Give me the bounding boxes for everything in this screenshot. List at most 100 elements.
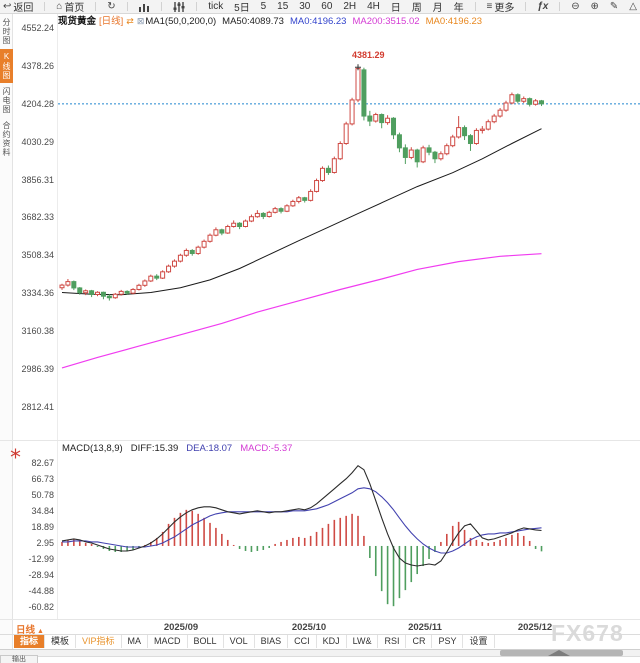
indicator-tab-CR[interactable]: CR xyxy=(406,635,433,648)
ma-value: MA50:4089.73 xyxy=(222,16,284,27)
toolbar-refresh-button[interactable]: ↻ xyxy=(107,0,115,13)
caret-up-icon: ▲ xyxy=(37,628,44,635)
overlay-settings-icon[interactable]: ⊠ xyxy=(136,16,145,26)
toolbar-separator xyxy=(196,2,198,11)
toolbar-separator xyxy=(474,2,476,11)
indicator-tab-CCI[interactable]: CCI xyxy=(288,635,317,648)
toolbar-label: 30 xyxy=(299,1,311,12)
toolbar-period-5-button[interactable]: 5 xyxy=(261,0,267,13)
toolbar-label: 15 xyxy=(277,1,289,12)
sidebar-item-分时图[interactable]: 分时图 xyxy=(2,18,11,45)
swap-symbol-icon[interactable]: ⇄ xyxy=(126,16,134,26)
toolbar-period-month-button[interactable]: 月 xyxy=(433,0,443,14)
ma-value: MA200:3515.02 xyxy=(352,16,420,27)
indicator-tab-指标[interactable]: 指标 xyxy=(14,635,46,648)
indicator-tab-模板[interactable]: 模板 xyxy=(45,635,77,648)
toolbar-more-button[interactable]: ≡ 更多 xyxy=(486,0,514,14)
toolbar-period-15-button[interactable]: 15 xyxy=(277,0,288,13)
x-axis-label: 2025/09 xyxy=(163,622,199,633)
home-icon: ⌂ xyxy=(56,0,63,12)
toolbar-period-year-button[interactable]: 年 xyxy=(453,0,464,14)
price-axis-label: 2812.41 xyxy=(21,402,54,412)
toolbar-period-2h-button[interactable]: 2H xyxy=(343,0,356,13)
period-tag: [日线] xyxy=(99,16,124,27)
x-axis-label: 2025/12 xyxy=(517,622,553,633)
sliders-icon xyxy=(173,1,185,12)
sidebar-item-合约资料[interactable]: 合约资料 xyxy=(2,121,11,157)
toolbar-period-5d-button[interactable]: 5日 xyxy=(234,0,250,14)
indicator-tab-BOLL[interactable]: BOLL xyxy=(188,635,224,648)
fx678-watermark: FX678 xyxy=(551,620,624,646)
ma-value: MA0:4196.23 xyxy=(425,16,483,27)
toolbar-draw-button[interactable]: ✎ xyxy=(610,0,618,13)
macd-axis-label: -44.88 xyxy=(28,586,54,596)
scrollbar-grip-icon[interactable] xyxy=(548,650,570,656)
toolbar-period-30-button[interactable]: 30 xyxy=(299,0,310,13)
zoom-in-icon: ⊕ xyxy=(590,0,599,12)
toolbar-period-day-button[interactable]: 日 xyxy=(391,0,401,14)
toolbar-period-tick-button[interactable]: tick xyxy=(208,0,223,13)
output-tab[interactable]: 输出 xyxy=(0,655,38,663)
peak-annotation: 4381.29 xyxy=(352,50,385,60)
price-axis-label: 2986.39 xyxy=(21,364,54,375)
price-axis-label: 4378.26 xyxy=(21,60,54,71)
toolbar-period-week-button[interactable]: 周 xyxy=(411,0,422,14)
price-axis-label: 3334.36 xyxy=(21,288,54,299)
indicator-tab-LW&[interactable]: LW& xyxy=(347,635,379,648)
toolbar-label: 年 xyxy=(453,3,464,14)
indicator-tab-PSY[interactable]: PSY xyxy=(432,635,464,648)
axis-divider xyxy=(57,14,58,620)
macd-axis-label: 18.89 xyxy=(31,522,54,532)
tabs-row-divider xyxy=(0,634,640,635)
panel-divider xyxy=(0,440,640,441)
toolbar-zoom-in-button[interactable]: ⊕ xyxy=(591,0,599,13)
indicator-flake-icon[interactable] xyxy=(10,448,21,459)
refresh-icon: ↻ xyxy=(107,0,116,12)
indicator-tab-MA[interactable]: MA xyxy=(122,635,149,648)
macd-axis-label: 50.78 xyxy=(31,490,54,500)
toolbar-fx-button[interactable]: ƒx xyxy=(537,0,548,13)
ma-settings-text: MA1(50,0,200,0) xyxy=(145,16,217,27)
toolbar-back-button[interactable]: ↩ 返回 xyxy=(3,0,33,14)
dea-line xyxy=(62,487,542,554)
macd-axis-label: -60.82 xyxy=(28,602,54,612)
indicator-tab-KDJ[interactable]: KDJ xyxy=(317,635,347,648)
symbol-name: 现货黄金 xyxy=(58,16,97,27)
macd-diff-value: DIFF:15.39 xyxy=(130,443,179,454)
zoom-out-icon: ⊖ xyxy=(571,0,580,12)
toolbar-home-button[interactable]: ⌂ 首页 xyxy=(56,0,85,14)
toolbar-period-60-button[interactable]: 60 xyxy=(321,0,332,13)
indicator-tab-RSI[interactable]: RSI xyxy=(378,635,407,648)
candles-group xyxy=(59,65,545,301)
macd-axis-label: 82.67 xyxy=(31,458,54,468)
toolbar-chart-style-button[interactable] xyxy=(138,0,150,13)
toolbar-label: 5 xyxy=(260,1,267,12)
macd-axis-label: 2.95 xyxy=(36,538,54,548)
indicator-tab-设置[interactable]: 设置 xyxy=(463,635,495,648)
indicator-tab-VOL[interactable]: VOL xyxy=(224,635,255,648)
toolbar-label: 首页 xyxy=(64,3,85,14)
toolbar-label: 周 xyxy=(411,3,422,14)
sidebar-item-K线图[interactable]: K线图 xyxy=(0,49,13,83)
footer-period-selector[interactable]: 日线 ▲ xyxy=(16,625,44,636)
toolbar-zoom-out-button[interactable]: ⊖ xyxy=(571,0,579,13)
indicator-tabs-row: 指标 模板 VIP指标 MA MACD BOLL VOL BIAS CCI KDJ LW& RSI CR… xyxy=(14,635,640,648)
sidebar-item-闪电图[interactable]: 闪电图 xyxy=(2,87,11,114)
toolbar-label: 5日 xyxy=(234,3,250,14)
ma200-line xyxy=(61,253,542,369)
horizontal-scrollbar[interactable] xyxy=(0,649,640,657)
indicator-tab-BIAS[interactable]: BIAS xyxy=(255,635,289,648)
toolbar-separator xyxy=(44,2,46,11)
toolbar-separator xyxy=(95,2,97,11)
toolbar-period-4h-button[interactable]: 4H xyxy=(367,0,380,13)
price-axis-label: 3160.38 xyxy=(21,326,54,337)
indicator-tab-MACD[interactable]: MACD xyxy=(148,635,188,648)
price-axis-label: 4030.29 xyxy=(21,136,54,147)
toolbar-shapes-button[interactable]: △ xyxy=(629,0,637,13)
toolbar-label: tick xyxy=(208,1,224,12)
toolbar-indicator-tune-button[interactable] xyxy=(173,0,185,13)
price-axis-label: 4552.24 xyxy=(21,23,54,33)
indicator-tab-VIP指标[interactable]: VIP指标 xyxy=(76,635,122,648)
